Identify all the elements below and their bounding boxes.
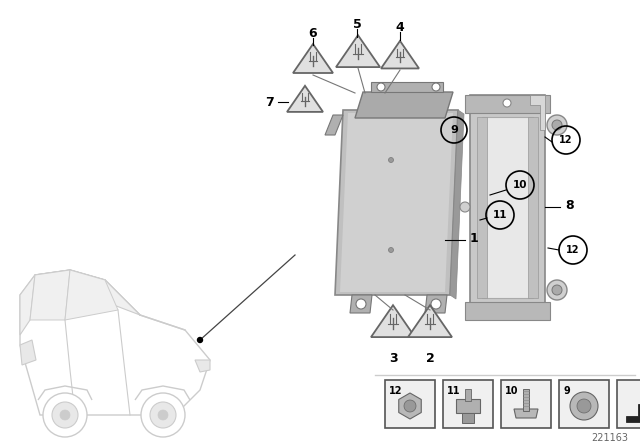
Text: 5: 5 <box>353 17 362 30</box>
Circle shape <box>503 99 511 107</box>
Text: 221163: 221163 <box>591 433 628 443</box>
Text: 4: 4 <box>396 21 404 34</box>
Polygon shape <box>371 305 415 337</box>
Text: 8: 8 <box>565 198 573 211</box>
Circle shape <box>52 402 78 428</box>
Circle shape <box>460 202 470 212</box>
Polygon shape <box>408 305 452 337</box>
Polygon shape <box>336 35 380 67</box>
Bar <box>465 389 471 401</box>
Polygon shape <box>35 270 140 315</box>
Bar <box>477 117 487 298</box>
Polygon shape <box>335 110 458 295</box>
Circle shape <box>547 280 567 300</box>
Bar <box>465 302 550 320</box>
Polygon shape <box>20 270 210 415</box>
Circle shape <box>388 247 394 253</box>
Circle shape <box>356 299 366 309</box>
Text: 3: 3 <box>388 352 397 365</box>
Bar <box>462 413 474 423</box>
Text: 9: 9 <box>450 125 458 135</box>
Bar <box>523 389 529 411</box>
Polygon shape <box>425 295 447 313</box>
Bar <box>501 380 551 428</box>
Polygon shape <box>371 82 443 92</box>
Bar <box>559 380 609 428</box>
Circle shape <box>552 285 562 295</box>
Polygon shape <box>355 92 453 118</box>
Polygon shape <box>287 86 323 112</box>
Text: 12: 12 <box>559 135 573 145</box>
Circle shape <box>150 402 176 428</box>
Polygon shape <box>195 360 210 372</box>
Circle shape <box>60 410 70 420</box>
Bar <box>443 380 493 428</box>
Circle shape <box>431 299 441 309</box>
Polygon shape <box>340 113 453 292</box>
Bar <box>482 117 533 298</box>
Text: 9: 9 <box>563 386 570 396</box>
Bar <box>617 380 640 428</box>
Text: 6: 6 <box>308 26 317 39</box>
Polygon shape <box>470 95 545 320</box>
Circle shape <box>404 400 416 412</box>
Polygon shape <box>293 44 333 73</box>
Text: 10: 10 <box>505 386 518 396</box>
Circle shape <box>570 392 598 420</box>
Polygon shape <box>65 270 118 320</box>
Circle shape <box>552 120 562 130</box>
Polygon shape <box>626 404 640 422</box>
Circle shape <box>158 410 168 420</box>
Text: 10: 10 <box>513 180 527 190</box>
Bar <box>465 95 550 113</box>
Text: 2: 2 <box>426 352 435 365</box>
Polygon shape <box>350 295 372 313</box>
Polygon shape <box>20 275 35 335</box>
Text: 7: 7 <box>266 95 275 108</box>
Text: 1: 1 <box>470 232 479 245</box>
Circle shape <box>141 393 185 437</box>
Bar <box>528 117 538 298</box>
Circle shape <box>388 158 394 163</box>
Polygon shape <box>20 340 36 365</box>
Text: 11: 11 <box>493 210 508 220</box>
Circle shape <box>198 337 202 343</box>
Polygon shape <box>399 393 421 419</box>
Polygon shape <box>325 115 343 135</box>
Circle shape <box>577 399 591 413</box>
Polygon shape <box>381 41 419 69</box>
Text: 12: 12 <box>389 386 403 396</box>
Polygon shape <box>514 409 538 418</box>
Bar <box>456 399 480 413</box>
Circle shape <box>547 115 567 135</box>
Polygon shape <box>530 95 545 130</box>
Bar <box>385 380 435 428</box>
Circle shape <box>377 83 385 91</box>
Polygon shape <box>450 110 464 299</box>
Text: 12: 12 <box>566 245 580 255</box>
Circle shape <box>432 83 440 91</box>
Text: 11: 11 <box>447 386 461 396</box>
Circle shape <box>43 393 87 437</box>
Polygon shape <box>30 270 70 320</box>
